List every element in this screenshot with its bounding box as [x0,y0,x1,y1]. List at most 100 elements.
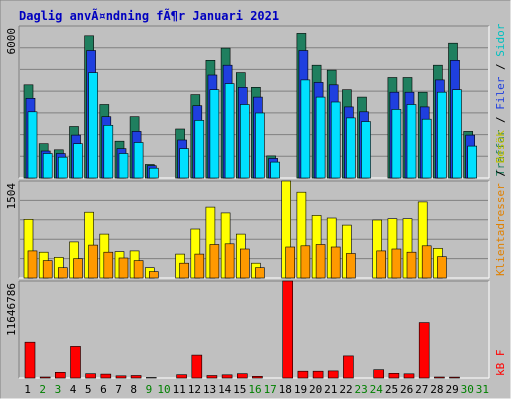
bar-kbytes [206,375,218,379]
day-label: 19 [294,383,307,396]
bar-pages [42,153,53,179]
bar-pages [255,112,265,179]
legend-sites: Klientadresser [494,183,507,276]
bar-kbytes [85,373,96,379]
day-label: 31 [476,383,489,396]
day-label: 17 [264,383,277,396]
bar-sites [133,260,144,279]
bar-kbytes [24,341,36,379]
day-label: 29 [445,383,458,396]
legend-files: Filer [494,76,507,109]
bar-pages [467,145,478,179]
bar-sites [406,251,417,279]
legend-visits: Besök [494,130,507,163]
visits-ymax-label: 1504 [5,183,18,210]
bar-kbytes [39,376,51,379]
day-label: 26 [400,383,413,396]
bar-sites [149,271,159,279]
day-label: 1 [24,383,31,396]
day-label: 10 [157,383,170,396]
bar-sites [103,251,114,279]
day-label: 3 [55,383,62,396]
bar-kbytes [282,280,294,379]
bar-sites [315,244,326,279]
bar-kbytes [115,375,127,379]
day-label: 25 [385,383,398,396]
bar-sites [88,244,98,279]
kbytes-panel [18,280,490,379]
legend-kbytes: kB F [494,350,507,377]
day-label: 22 [339,383,352,396]
bar-pages [224,83,235,179]
bar-sites [27,250,38,279]
day-label: 16 [248,383,261,396]
bar-sites [255,267,265,279]
bar-pages [149,167,159,179]
bar-kbytes [312,370,324,379]
bar-pages [361,121,371,179]
chart-title: Daglig anvÃ¤ndning fÃ¶r Januari 2021 [19,8,279,23]
bar-sites [73,258,83,279]
day-label: 8 [130,383,137,396]
day-label: 9 [146,383,153,396]
bar-sites [57,267,68,279]
day-label: 24 [370,383,384,396]
bar-kbytes [449,376,460,379]
day-label: 4 [70,383,77,396]
bar-sites [330,246,341,279]
bar-sites [42,260,53,279]
day-label: 21 [324,383,337,396]
day-label: 15 [233,383,246,396]
bar-kbytes [191,354,203,379]
bar-pages [421,118,432,179]
kbytes-ymax-label: 11646786 [5,283,18,336]
day-label: 14 [218,383,232,396]
kbytes-legend: kB F [494,350,507,377]
bar-kbytes [100,373,112,379]
bar-sites [376,250,387,279]
bar-sites [421,245,432,279]
bar-pages [103,125,114,179]
day-label: 30 [461,383,474,396]
bar-pages [270,161,280,179]
bar-kbytes [221,374,233,379]
hits-files-pages-panel [18,25,490,179]
day-label: 12 [188,383,201,396]
bar-kbytes [388,372,400,379]
bar-pages [437,91,447,179]
legend-separator: / [494,163,507,183]
bar-kbytes [70,346,81,379]
legend-separator: / [494,57,507,77]
bar-pages [179,148,189,179]
hits-files-pages-legend: Träffar / Filer / Sidor [494,23,507,176]
visits-sites-legend: Klientadresser / Besök [494,130,507,276]
bar-sites [285,246,296,279]
legend-pages: Sidor [494,23,507,56]
bar-sites [346,253,356,279]
bar-sites [118,257,129,279]
hits-ymax-label: 6000 [5,28,18,55]
bar-kbytes [297,370,309,379]
day-label: 5 [85,383,92,396]
bar-kbytes [343,355,354,379]
bar-sites [240,248,250,279]
day-label: 11 [173,383,186,396]
day-label: 28 [430,383,443,396]
bar-sites [209,244,220,279]
bar-kbytes [237,373,248,379]
day-label: 20 [309,383,322,396]
bar-pages [391,109,402,179]
day-label: 18 [279,383,292,396]
bar-pages [73,143,83,179]
bar-pages [118,153,129,179]
bar-kbytes [373,369,385,379]
bar-kbytes [176,374,187,379]
bar-pages [330,101,341,179]
bar-kbytes [403,373,415,379]
bar-kbytes [146,377,157,379]
bar-pages [27,111,38,179]
bar-kbytes [252,375,263,379]
